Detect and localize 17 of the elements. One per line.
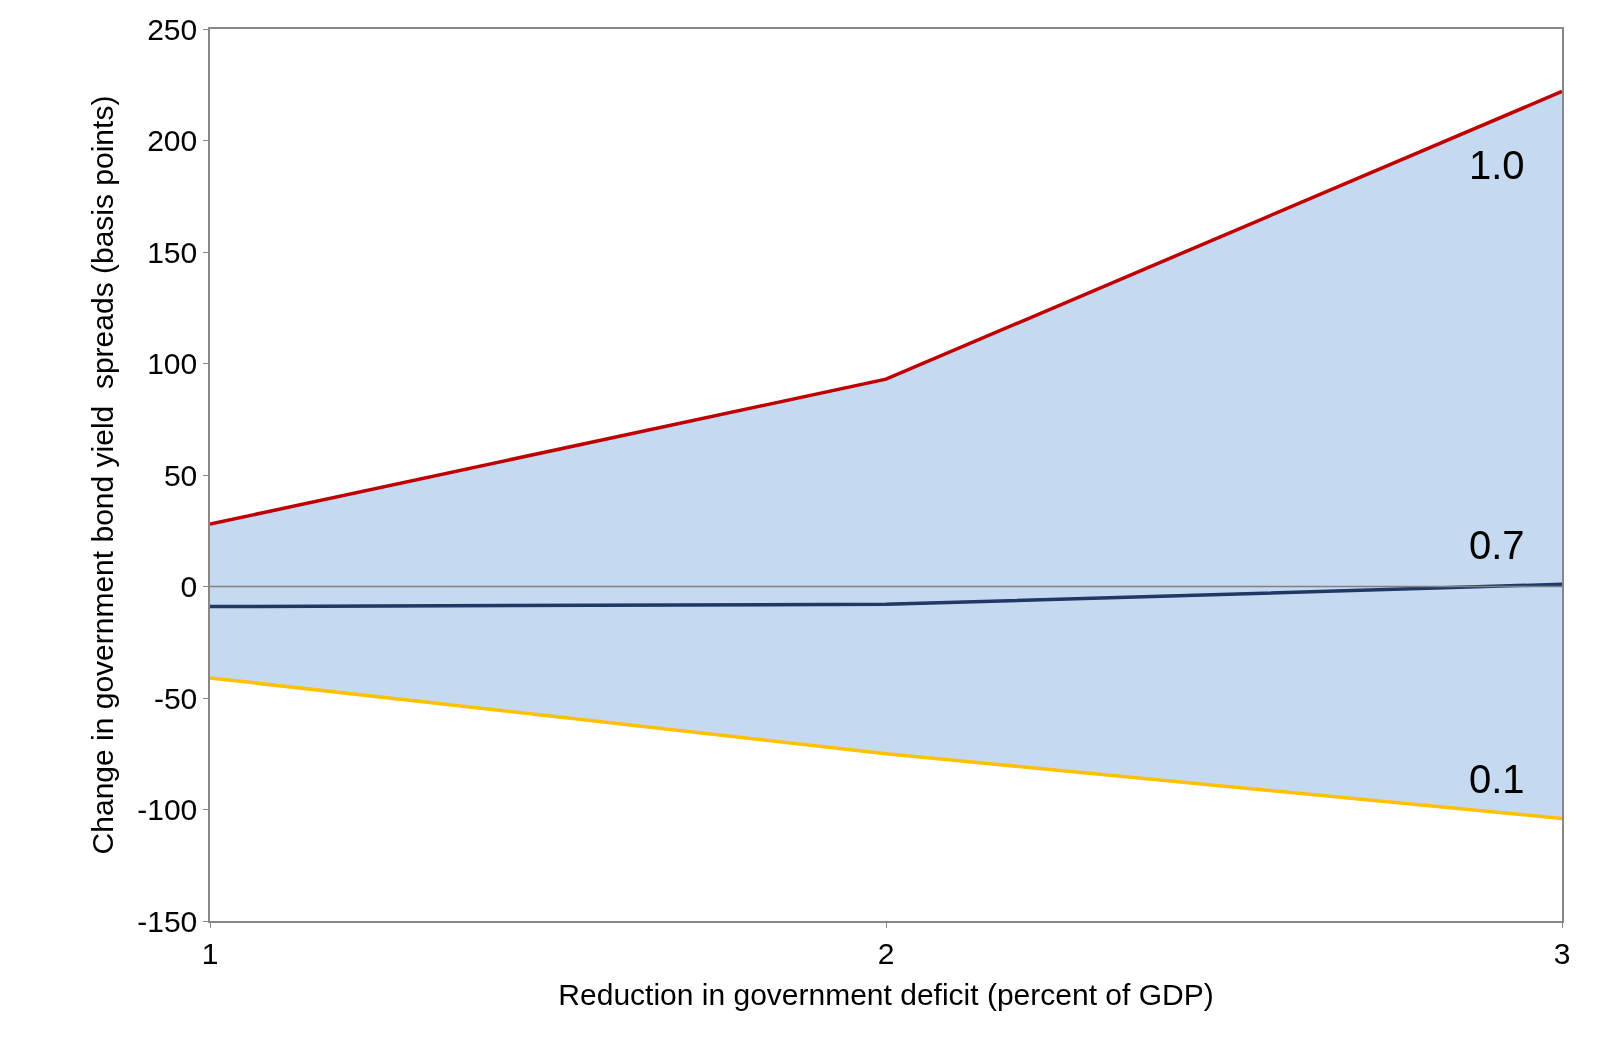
y-tick-label: 150 [147,235,198,269]
y-tick-label: 100 [147,347,198,380]
x-tick-label: 3 [1553,936,1571,970]
y-tick-label: -150 [137,904,198,938]
x-axis-title: Reduction in government deficit (percent of GDP) [558,977,1214,1011]
y-tick-label: 0 [180,570,198,603]
y-tick-label: 50 [163,458,198,492]
y-axis-title: Change in government bond yield spreads (basis points) [85,95,119,855]
y-tick-label: -50 [153,681,198,715]
x-tick-label: 2 [877,936,895,970]
series-label: 1.0 [1469,143,1525,187]
y-tick-label: 250 [147,12,198,46]
series-label: 0.1 [1469,757,1525,801]
series-label: 0.7 [1469,523,1525,567]
x-tick-label: 1 [201,936,219,970]
y-tick-label: -100 [137,793,198,826]
y-tick-label: 200 [147,124,198,157]
